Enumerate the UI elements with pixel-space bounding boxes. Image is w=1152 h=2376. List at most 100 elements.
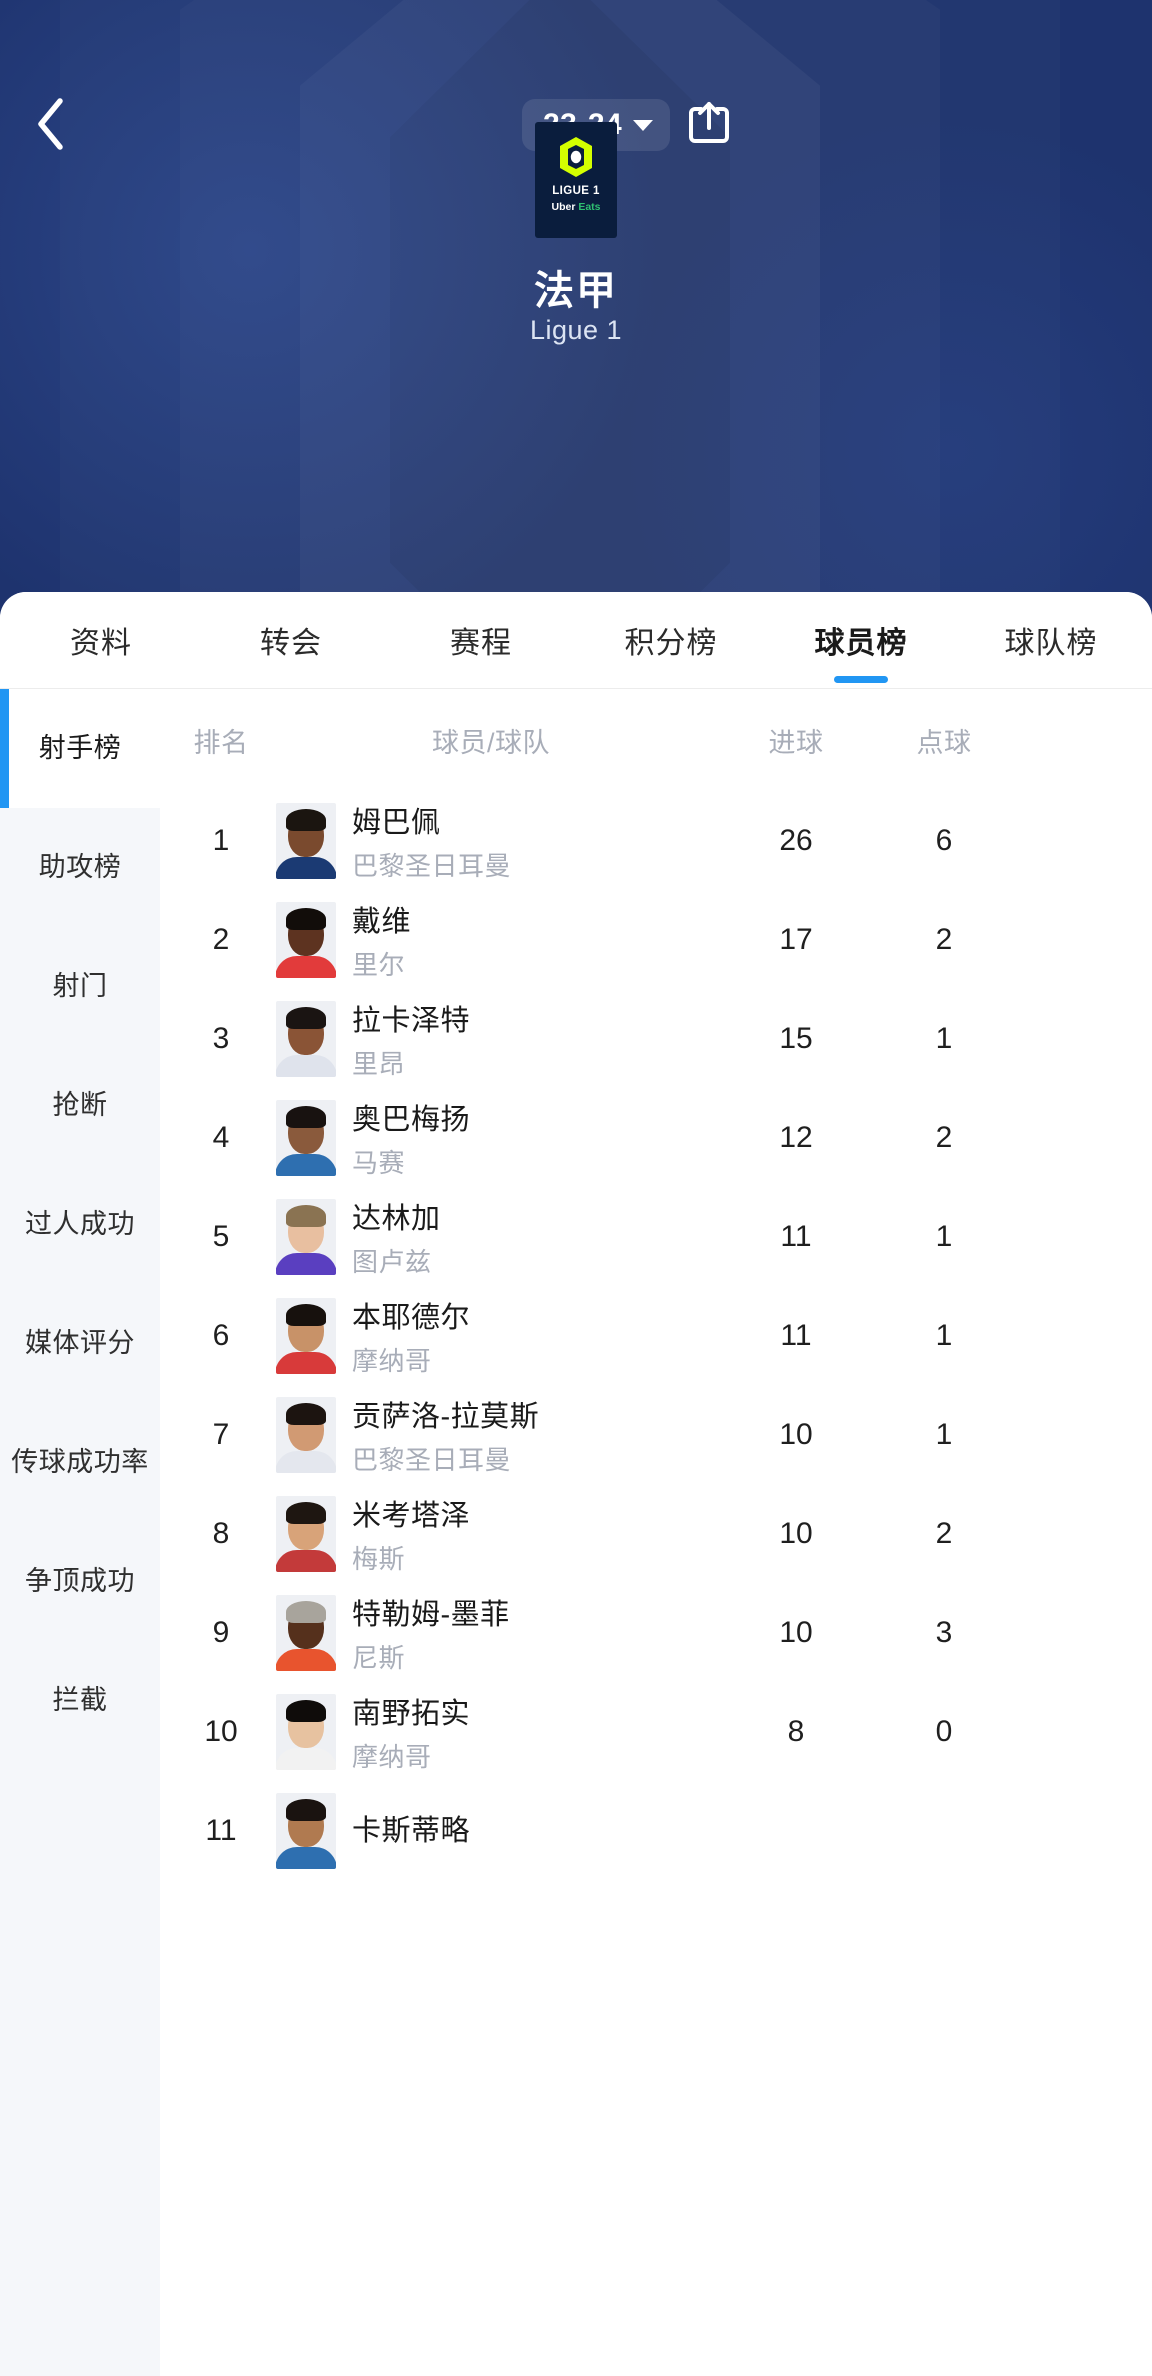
hero-glow-left: [0, 0, 700, 620]
table-row[interactable]: 7 贡萨洛-拉莫斯 巴黎圣日耳曼 10 1: [160, 1385, 1152, 1484]
sidebar-item-shots[interactable]: 射门: [0, 927, 160, 1046]
player-cell[interactable]: 卡斯蒂略: [276, 1792, 706, 1869]
sidebar-item-label: 媒体评分: [25, 1327, 135, 1358]
player-team: 摩纳哥: [352, 1345, 432, 1376]
player-name: 拉卡泽特: [352, 1004, 471, 1037]
row-rank: 4: [212, 1120, 230, 1154]
crest-eats-text: Eats: [578, 200, 601, 213]
sidebar-item-aerial-duels[interactable]: 争顶成功: [0, 1522, 160, 1641]
row-goals: 11: [780, 1219, 812, 1253]
tab-jifenbang[interactable]: 积分榜: [576, 592, 766, 688]
player-team: 巴黎圣日耳曼: [352, 1444, 512, 1475]
table-row[interactable]: 1 姆巴佩 巴黎圣日耳曼 26 6: [160, 791, 1152, 890]
table-row[interactable]: 2 戴维 里尔 17 2: [160, 890, 1152, 989]
player-name: 姆巴佩: [352, 806, 441, 839]
share-button[interactable]: [676, 92, 742, 158]
row-goals: 10: [779, 1615, 813, 1649]
tab-saicheng[interactable]: 赛程: [386, 592, 576, 688]
tab-label: 球员榜: [814, 627, 908, 660]
player-cell[interactable]: 拉卡泽特 里昂: [276, 997, 706, 1081]
player-name: 特勒姆-墨菲: [352, 1598, 510, 1631]
player-cell[interactable]: 本耶德尔 摩纳哥: [276, 1294, 706, 1378]
hero-glow-right: [602, 100, 1152, 620]
sidebar-item-tackles[interactable]: 抢断: [0, 1046, 160, 1165]
player-team: 里昂: [352, 1048, 406, 1079]
player-name: 南野拓实: [352, 1697, 471, 1730]
player-cell[interactable]: 贡萨洛-拉莫斯 巴黎圣日耳曼: [276, 1393, 706, 1477]
player-name: 本耶德尔: [352, 1301, 471, 1334]
player-name-block: 米考塔泽 梅斯: [352, 1492, 470, 1576]
sidebar-item-shooters[interactable]: 射手榜: [0, 689, 160, 808]
row-rank: 9: [212, 1615, 230, 1649]
player-name-block: 戴维 里尔: [352, 898, 411, 982]
tab-qiuduibang[interactable]: 球队榜: [956, 592, 1146, 688]
sidebar-item-label: 抢断: [52, 1089, 108, 1120]
player-name-block: 南野拓实 摩纳哥: [352, 1690, 470, 1774]
row-penalties: 1: [935, 1318, 953, 1352]
column-header-penalties: 点球: [916, 727, 972, 758]
league-crest: LIGUE 1 Uber Eats: [535, 122, 617, 238]
player-team: 图卢兹: [352, 1246, 432, 1277]
column-header-rank: 排名: [193, 727, 249, 758]
sidebar-item-interceptions[interactable]: 拦截: [0, 1641, 160, 1760]
row-rank: 10: [204, 1714, 238, 1748]
player-name-block: 本耶德尔 摩纳哥: [352, 1294, 470, 1378]
player-cell[interactable]: 戴维 里尔: [276, 898, 706, 982]
player-cell[interactable]: 特勒姆-墨菲 尼斯: [276, 1591, 706, 1675]
player-cell[interactable]: 南野拓实 摩纳哥: [276, 1690, 706, 1774]
player-team: 尼斯: [352, 1642, 406, 1673]
player-cell[interactable]: 姆巴佩 巴黎圣日耳曼: [276, 799, 706, 883]
table-row[interactable]: 10 南野拓实 摩纳哥 8 0: [160, 1682, 1152, 1781]
table-row[interactable]: 8 米考塔泽 梅斯 10 2: [160, 1484, 1152, 1583]
row-penalties: 1: [935, 1219, 953, 1253]
stats-body: 射手榜 助攻榜 射门 抢断 过人成功 媒体评分 传球成功率 争顶成功: [0, 689, 1152, 2376]
player-avatar: [276, 901, 336, 978]
player-name: 戴维: [352, 905, 412, 938]
column-header-player: 球员/球队: [431, 727, 550, 758]
row-penalties: 1: [935, 1417, 953, 1451]
player-avatar: [276, 802, 336, 879]
row-rank: 2: [212, 922, 230, 956]
ligue1-emblem-icon: [554, 135, 598, 179]
sidebar-item-dribbles[interactable]: 过人成功: [0, 1165, 160, 1284]
tab-qiuyuanbang[interactable]: 球员榜: [766, 592, 956, 688]
row-rank: 6: [212, 1318, 230, 1352]
page-title: 法甲: [534, 269, 618, 313]
chevron-left-icon: [33, 97, 67, 151]
sidebar-item-label: 传球成功率: [11, 1446, 149, 1477]
back-button[interactable]: [14, 88, 86, 160]
row-goals: 10: [779, 1516, 813, 1550]
table-row[interactable]: 3 拉卡泽特 里昂 15 1: [160, 989, 1152, 1088]
row-goals: 17: [779, 922, 813, 956]
sidebar-item-label: 争顶成功: [25, 1565, 135, 1596]
table-row[interactable]: 4 奥巴梅扬 马赛 12 2: [160, 1088, 1152, 1187]
player-name: 奥巴梅扬: [352, 1103, 471, 1136]
table-row[interactable]: 6 本耶德尔 摩纳哥 11 1: [160, 1286, 1152, 1385]
row-penalties: 3: [935, 1615, 953, 1649]
row-rank: 8: [212, 1516, 230, 1550]
row-rank: 5: [212, 1219, 230, 1253]
sidebar-item-pass-accuracy[interactable]: 传球成功率: [0, 1403, 160, 1522]
sidebar-item-assists[interactable]: 助攻榜: [0, 808, 160, 927]
content-sheet: 资料 转会 赛程 积分榜 球员榜 球队榜 射手榜 助攻榜 射门: [0, 592, 1152, 2376]
player-name-block: 拉卡泽特 里昂: [352, 997, 470, 1081]
player-cell[interactable]: 奥巴梅扬 马赛: [276, 1096, 706, 1180]
tab-label: 资料: [70, 627, 132, 660]
row-penalties: 0: [935, 1714, 953, 1748]
player-name: 达林加: [352, 1202, 441, 1235]
player-name-block: 姆巴佩 巴黎圣日耳曼: [352, 799, 511, 883]
table-row[interactable]: 11 卡斯蒂略: [160, 1781, 1152, 1880]
player-cell[interactable]: 达林加 图卢兹: [276, 1195, 706, 1279]
row-rank: 11: [205, 1813, 237, 1847]
sidebar-item-label: 助攻榜: [38, 851, 122, 882]
table-row[interactable]: 5 达林加 图卢兹 11 1: [160, 1187, 1152, 1286]
tab-label: 赛程: [450, 627, 512, 660]
player-cell[interactable]: 米考塔泽 梅斯: [276, 1492, 706, 1576]
sidebar-item-media-rating[interactable]: 媒体评分: [0, 1284, 160, 1403]
player-avatar: [276, 1792, 336, 1869]
tab-ziliao[interactable]: 资料: [6, 592, 196, 688]
crest-line-ligue1: LIGUE 1: [552, 185, 600, 197]
table-row[interactable]: 9 特勒姆-墨菲 尼斯 10 3: [160, 1583, 1152, 1682]
tab-zhuanhui[interactable]: 转会: [196, 592, 386, 688]
row-penalties: 2: [935, 1120, 953, 1154]
